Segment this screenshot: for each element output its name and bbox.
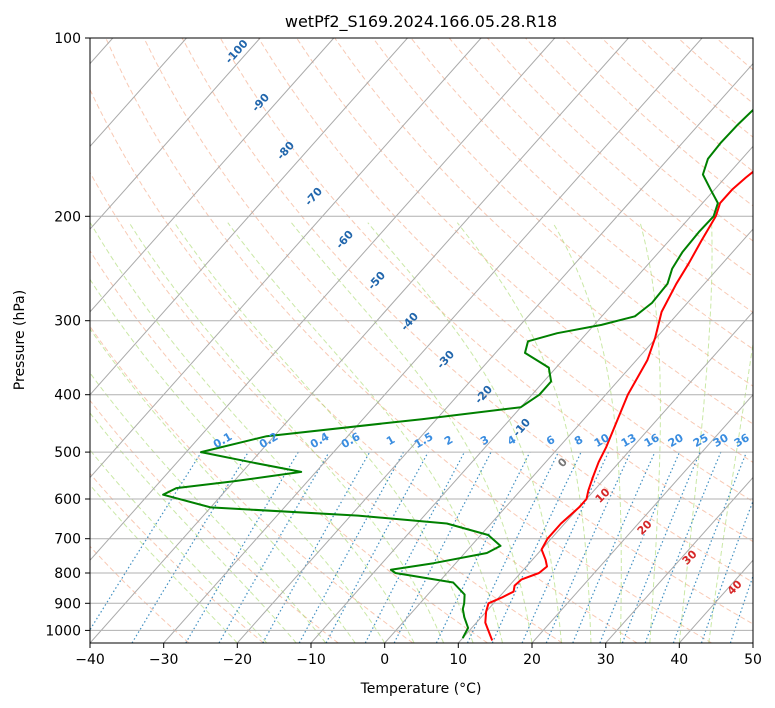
isotherm-line [90, 38, 261, 230]
x-tick-label: 0 [380, 652, 389, 668]
dry-adiabat [90, 249, 488, 643]
isotherm-line [457, 311, 753, 643]
dry-adiabat [372, 38, 753, 387]
plot-frame [89, 37, 754, 644]
moist-adiabat [291, 222, 533, 643]
mixing-ratio-line [700, 499, 753, 643]
background-lines [90, 38, 753, 643]
isotherm-line [236, 62, 753, 643]
y-tick-label: 400 [54, 388, 81, 404]
isotherm-line [90, 38, 187, 148]
y-tick-label: 200 [54, 209, 81, 225]
isotherm-line [90, 38, 335, 313]
x-tick-label: 50 [744, 652, 762, 668]
mixing-ratio-line [435, 451, 531, 643]
mixing-ratio-line [672, 451, 748, 643]
isotherm-line [163, 38, 703, 643]
mixing-ratio-line [521, 451, 610, 643]
sounding-series [162, 108, 753, 641]
isotherm-line [90, 38, 556, 561]
dry-adiabat [181, 38, 753, 583]
x-tick-label: 30 [597, 652, 615, 668]
moist-adiabat [90, 222, 415, 643]
isotherm-line [605, 476, 753, 643]
dewpoint-line [162, 108, 753, 639]
mixing-ratio-line [262, 451, 371, 643]
mixing-ratio-line [729, 574, 753, 643]
isotherm-line [90, 38, 629, 643]
isotherm-line [531, 393, 753, 643]
moist-adiabat [639, 222, 661, 643]
chart-title: wetPf2_S169.2024.166.05.28.R18 [285, 12, 557, 32]
mixing-ratio-line [599, 451, 681, 643]
x-axis-label: Temperature (°C) [360, 681, 482, 697]
mixing-ratio-line [545, 451, 632, 643]
dry-adiabat [410, 38, 753, 350]
dry-adiabat [90, 88, 638, 643]
x-tick-label: −40 [75, 652, 105, 668]
mixing-ratio-line [393, 451, 492, 643]
mixing-ratio-line [325, 451, 429, 643]
y-axis-label: Pressure (hPa) [12, 290, 28, 390]
moist-adiabat [90, 484, 238, 643]
dry-adiabat [90, 472, 264, 643]
mixing-ratio-line [90, 451, 202, 631]
mixing-ratio-line [572, 451, 656, 643]
moist-adiabat [90, 412, 297, 643]
y-axis-ticks: 100 200 300 400 500 600 700 800 900 1000 [45, 31, 90, 639]
y-tick-label: 700 [54, 532, 81, 548]
dry-adiabat [143, 38, 753, 625]
y-tick-label: 300 [54, 314, 81, 330]
mixing-ratio-line [298, 451, 405, 643]
moist-adiabat [90, 328, 356, 643]
dry-adiabat [296, 38, 753, 463]
y-tick-label: 1000 [45, 623, 81, 639]
x-axis-ticks: −40 −30 −20 −10 0 10 20 30 40 50 [75, 643, 762, 668]
moist-adiabat [174, 222, 474, 643]
temperature-line [484, 170, 753, 641]
isotherm-line [310, 145, 753, 643]
x-tick-label: 10 [449, 652, 467, 668]
isotherm-line [90, 38, 408, 396]
x-tick-label: 20 [523, 652, 541, 668]
y-tick-label: 600 [54, 492, 81, 508]
mixing-ratio-line [621, 451, 701, 643]
mixing-ratio-line [644, 451, 722, 643]
dry-adiabat [90, 171, 563, 643]
x-tick-label: −10 [296, 652, 326, 668]
isotherm-line [90, 38, 482, 479]
y-tick-label: 100 [54, 31, 81, 47]
x-tick-label: 40 [670, 652, 688, 668]
moist-adiabat [128, 222, 445, 643]
y-tick-label: 900 [54, 596, 81, 612]
moist-adiabat [90, 449, 268, 643]
moist-adiabat [708, 340, 753, 643]
x-tick-label: −30 [149, 652, 179, 668]
y-tick-label: 500 [54, 445, 81, 461]
moist-adiabat [552, 222, 622, 643]
moist-adiabat [90, 372, 327, 643]
x-tick-label: −20 [223, 652, 253, 668]
y-tick-label: 800 [54, 566, 81, 582]
dry-adiabat [257, 38, 753, 503]
